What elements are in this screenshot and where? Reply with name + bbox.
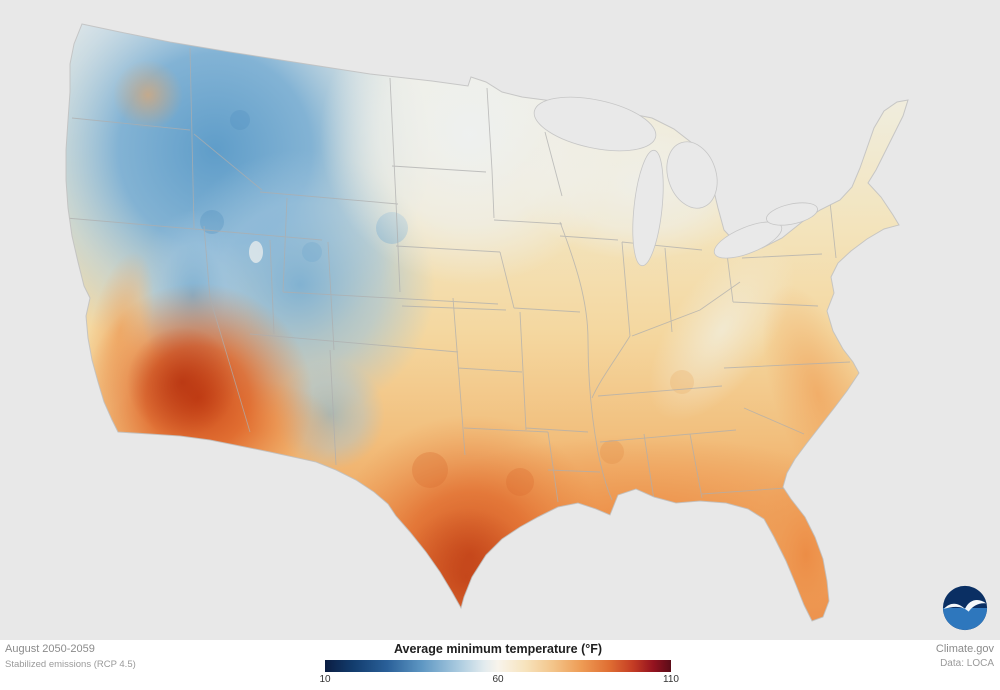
state-borders [66,47,851,503]
legend-title: Average minimum temperature (°F) [393,642,603,656]
legend-tick-max: 110 [663,674,679,685]
legend-colorbar [325,660,671,672]
scenario-label: Stabilized emissions (RCP 4.5) [5,658,136,670]
site-credit-label: Climate.gov [935,643,994,655]
noaa-logo [942,585,988,631]
logo-sea [942,608,988,631]
lake-michigan [632,149,664,267]
right-credits: Climate.gov Data: LOCA [936,643,994,670]
us-temperature-map [0,0,1000,642]
great-salt-lake [249,241,263,263]
legend: Average minimum temperature (°F) 10 60 1… [319,640,679,688]
lake-huron [666,141,718,209]
lake-erie [713,221,783,259]
data-credit-label: Data: LOCA [940,657,994,669]
legend-ticks: 10 60 110 [319,674,679,688]
great-lakes [533,96,818,267]
left-credits: August 2050-2059 Stabilized emissions (R… [5,643,136,671]
lake-superior [533,96,657,152]
footer: August 2050-2059 Stabilized emissions (R… [0,640,1000,690]
legend-tick-min: 10 [319,674,331,685]
lake-ontario [766,202,818,226]
date-range-label: August 2050-2059 [5,643,95,655]
legend-tick-mid: 60 [492,674,504,685]
logo-gull-icon [943,600,987,612]
